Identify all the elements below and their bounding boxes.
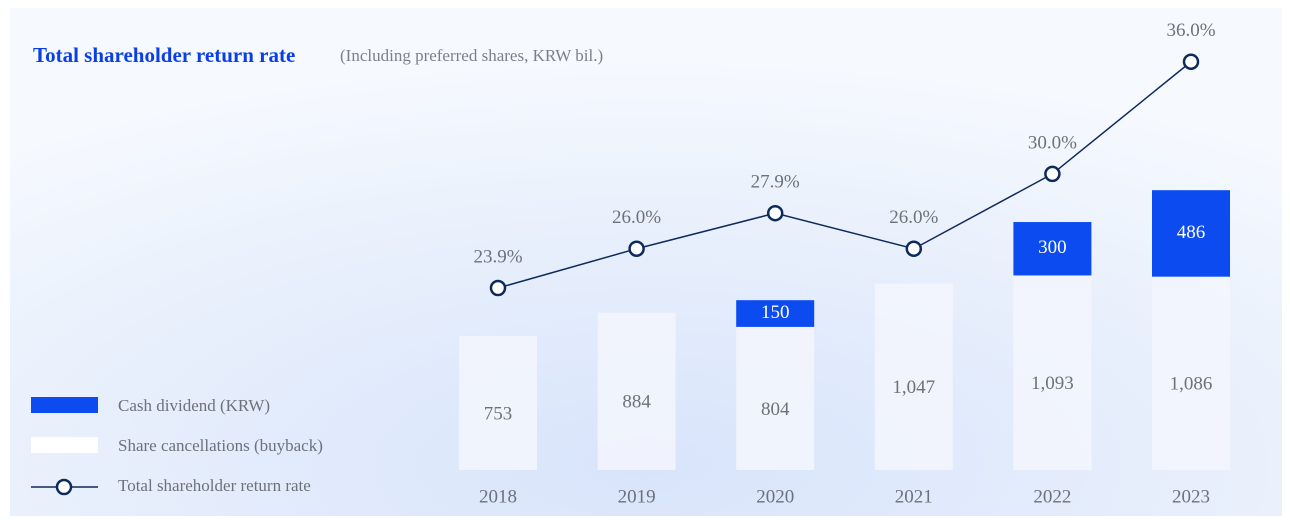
line-marker bbox=[489, 279, 507, 297]
line-label: 26.0% bbox=[889, 207, 938, 228]
line-label: 30.0% bbox=[1028, 132, 1077, 153]
legend-label: Cash dividend (KRW) bbox=[118, 396, 270, 415]
x-tick-label: 2021 bbox=[895, 486, 933, 507]
line-marker bbox=[905, 240, 923, 257]
bar-segment bbox=[459, 335, 537, 470]
bar-segment bbox=[1152, 276, 1230, 470]
bar-label: 804 bbox=[761, 399, 790, 420]
bar-label: 300 bbox=[1038, 237, 1067, 258]
x-tick-label: 2022 bbox=[1033, 486, 1071, 507]
bar-label: 150 bbox=[761, 302, 790, 323]
chart-title: Total shareholder return rate bbox=[33, 43, 295, 67]
legend-label: Total shareholder return rate bbox=[118, 476, 311, 495]
x-tick-label: 2018 bbox=[479, 486, 517, 507]
bar-label: 753 bbox=[484, 403, 513, 424]
bar-segment bbox=[1152, 190, 1230, 277]
chart-subtitle: (Including preferred shares, KRW bil.) bbox=[340, 46, 603, 65]
line-marker bbox=[766, 204, 784, 222]
bar-segment bbox=[1013, 275, 1092, 470]
line-label: 23.9% bbox=[473, 246, 522, 267]
legend-swatch bbox=[31, 397, 98, 413]
bar-label: 1,093 bbox=[1031, 373, 1074, 394]
x-tick-label: 2023 bbox=[1172, 486, 1210, 507]
bar-segment bbox=[1013, 222, 1092, 276]
bar-segment bbox=[736, 326, 815, 470]
line bbox=[497, 61, 1192, 289]
bar-label: 1,047 bbox=[892, 377, 935, 398]
bar-label: 486 bbox=[1177, 222, 1206, 243]
x-tick-label: 2019 bbox=[618, 486, 656, 507]
legend-label: Share cancellations (buyback) bbox=[118, 436, 323, 455]
line-marker bbox=[628, 240, 645, 257]
line-marker bbox=[1044, 165, 1061, 183]
legend: Cash dividend (KRW) Share cancellations (… bbox=[31, 396, 323, 496]
x-tick-label: 2020 bbox=[756, 486, 794, 507]
bar-segment bbox=[874, 283, 953, 470]
line-label: 26.0% bbox=[612, 207, 661, 228]
line-marker bbox=[1182, 53, 1200, 70]
bar-segment bbox=[597, 312, 676, 470]
legend-marker bbox=[55, 478, 73, 496]
legend-swatch bbox=[31, 437, 98, 453]
line-label: 36.0% bbox=[1166, 20, 1215, 41]
bar-label: 884 bbox=[622, 392, 651, 413]
bar-segment bbox=[736, 300, 815, 327]
line-label: 27.9% bbox=[751, 172, 800, 193]
bar-label: 1,086 bbox=[1170, 374, 1213, 395]
